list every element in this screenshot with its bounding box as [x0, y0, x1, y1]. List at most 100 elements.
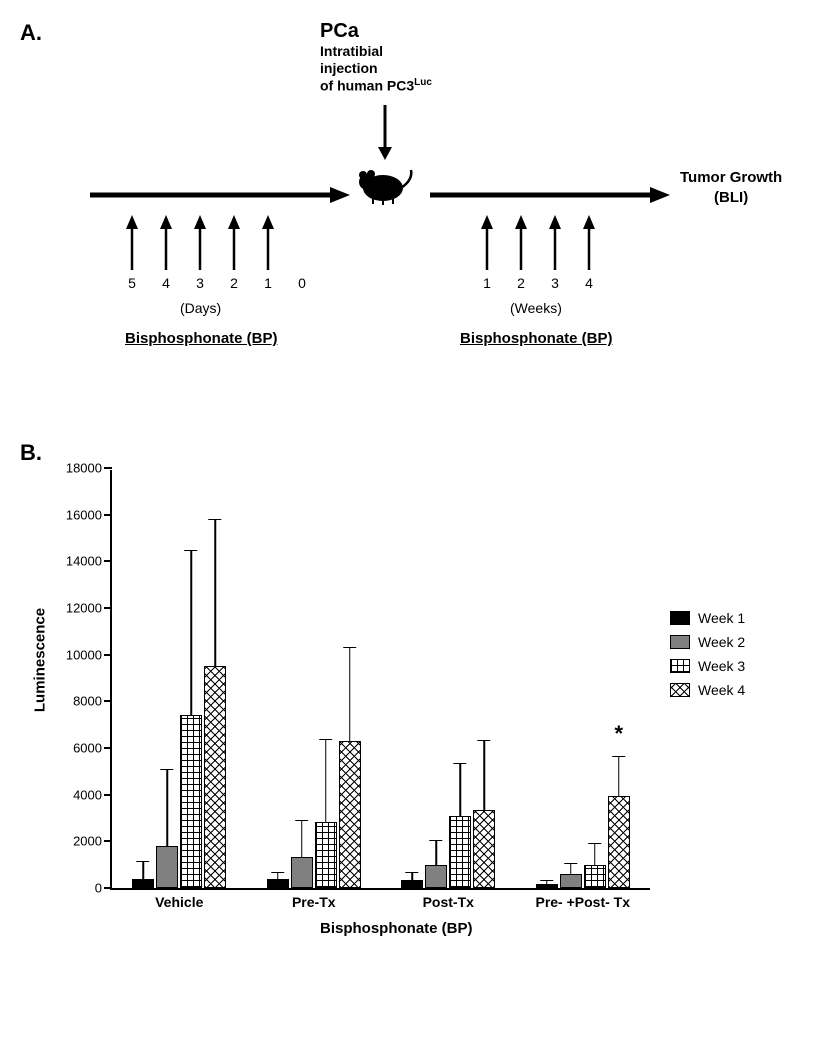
error-bar: [167, 770, 169, 847]
bar: [339, 741, 361, 888]
error-bar: [215, 520, 217, 667]
bp-label-right: Bisphosphonate (BP): [460, 330, 613, 347]
y-tick: [104, 514, 112, 516]
bar: [204, 666, 226, 888]
up-arrow-icon: [251, 215, 285, 275]
error-bar: [460, 764, 462, 817]
bar: [267, 879, 289, 888]
y-tick-label: 2000: [73, 834, 102, 849]
tick-label: 1: [470, 275, 504, 291]
bar: [560, 874, 582, 888]
bp-label-left: Bisphosphonate (BP): [125, 330, 278, 347]
pca-injection-block: PCa Intratibial injection of human PC3Lu…: [320, 20, 432, 94]
error-bar: [325, 740, 327, 823]
up-arrow-icon: [183, 215, 217, 275]
y-tick: [104, 654, 112, 656]
bar-group: Post-Tx: [381, 470, 516, 888]
y-tick-label: 12000: [66, 601, 102, 616]
tick-label: 4: [149, 275, 183, 291]
bar: [449, 816, 471, 888]
legend-item: Week 3: [670, 658, 745, 674]
tick-label: 5: [115, 275, 149, 291]
bar: [180, 715, 202, 888]
error-bar: [618, 757, 620, 797]
bar-groups: VehiclePre-TxPost-Tx*Pre- +Post- Tx: [112, 470, 650, 888]
error-bar: [277, 873, 279, 880]
posttreatment-arrows: [470, 215, 606, 275]
tick-label: 3: [183, 275, 217, 291]
bar: [584, 865, 606, 888]
y-tick-label: 8000: [73, 694, 102, 709]
pca-sub-l1: Intratibial: [320, 43, 383, 59]
panel-b-label: B.: [20, 440, 804, 466]
group-label: Pre- +Post- Tx: [535, 894, 630, 910]
y-tick: [104, 747, 112, 749]
left-tick-labels: 543210: [115, 275, 319, 291]
bar: [132, 879, 154, 888]
tick-label: 1: [251, 275, 285, 291]
y-tick-label: 10000: [66, 647, 102, 662]
y-tick: [104, 700, 112, 702]
x-axis-label: Bisphosphonate (BP): [320, 920, 473, 937]
pca-title: PCa: [320, 20, 432, 43]
bar: [401, 880, 423, 888]
tick-label: 0: [285, 275, 319, 291]
bar: [536, 884, 558, 888]
error-bar: [191, 551, 193, 717]
significance-star: *: [614, 721, 623, 747]
error-bar: [436, 841, 438, 866]
legend-swatch: [670, 683, 690, 697]
bar-chart: VehiclePre-TxPost-Tx*Pre- +Post- Tx 0200…: [110, 470, 650, 890]
y-tick: [104, 887, 112, 889]
tick-label: 2: [504, 275, 538, 291]
error-bar: [570, 864, 572, 875]
up-arrow-icon: [149, 215, 183, 275]
bar: [156, 846, 178, 888]
group-label: Post-Tx: [423, 894, 474, 910]
y-tick-label: 0: [95, 881, 102, 896]
y-tick: [104, 560, 112, 562]
endpoint-l2: (BLI): [714, 189, 748, 206]
pca-sub-l2: injection: [320, 60, 378, 76]
legend-label: Week 1: [698, 610, 745, 626]
group-label: Vehicle: [155, 894, 203, 910]
error-bar: [484, 741, 486, 811]
chart-legend: Week 1Week 2Week 3Week 4: [670, 610, 745, 706]
error-bar: [546, 881, 548, 885]
bar: [291, 857, 313, 889]
error-bar: [349, 648, 351, 743]
pretreatment-arrows: [115, 215, 285, 275]
error-bar: [143, 862, 145, 880]
up-arrow-icon: [504, 215, 538, 275]
mouse-icon: [355, 160, 415, 205]
error-bar: [594, 844, 596, 866]
error-bar: [412, 873, 414, 881]
panel-a: A. PCa Intratibial injection of human PC…: [20, 20, 804, 400]
up-arrow-icon: [217, 215, 251, 275]
injection-arrow-icon: [375, 105, 395, 160]
legend-item: Week 1: [670, 610, 745, 626]
y-axis-label: Luminescence: [32, 608, 49, 712]
bar: [473, 810, 495, 888]
legend-label: Week 2: [698, 634, 745, 650]
legend-item: Week 2: [670, 634, 745, 650]
y-tick-label: 18000: [66, 461, 102, 476]
legend-label: Week 3: [698, 658, 745, 674]
legend-swatch: [670, 611, 690, 625]
group-label: Pre-Tx: [292, 894, 336, 910]
endpoint-l1: Tumor Growth: [680, 169, 782, 186]
bar: *: [608, 796, 630, 888]
pca-sub-l3: of human PC3: [320, 77, 414, 93]
pca-superscript: Luc: [414, 77, 432, 88]
error-bar: [301, 821, 303, 857]
up-arrow-icon: [538, 215, 572, 275]
bar-group: Pre-Tx: [247, 470, 382, 888]
tick-label: 3: [538, 275, 572, 291]
y-tick: [104, 840, 112, 842]
endpoint-label: Tumor Growth (BLI): [680, 168, 782, 207]
timeline-right-arrow-icon: [430, 185, 670, 205]
bar: [425, 865, 447, 888]
y-tick-label: 6000: [73, 741, 102, 756]
tick-label: 2: [217, 275, 251, 291]
timeline-left-arrow-icon: [90, 185, 350, 205]
